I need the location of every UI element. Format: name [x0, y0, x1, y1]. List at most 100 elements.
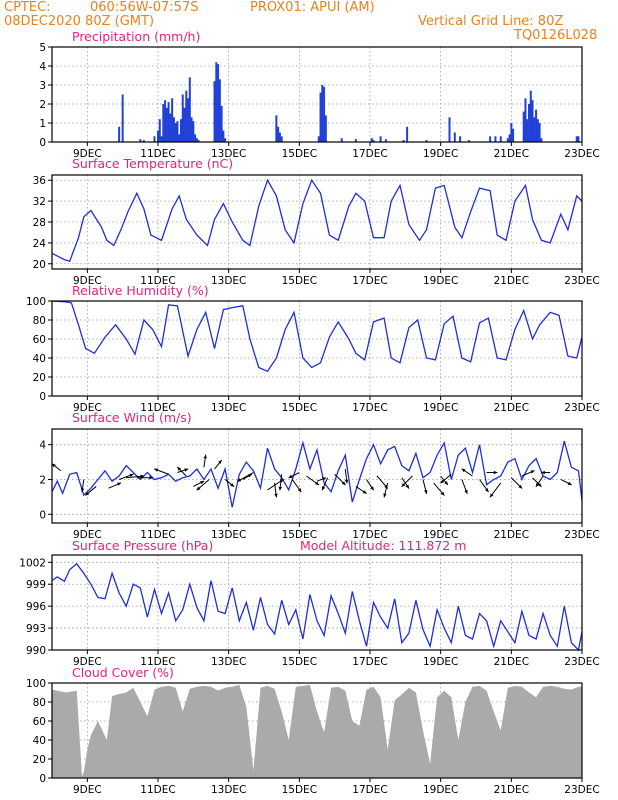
y-tick-label: 40 — [33, 735, 46, 747]
precip-bar — [174, 123, 177, 142]
x-tick-label: 19DEC — [423, 275, 458, 287]
wind-vector-head — [461, 468, 466, 473]
precip-bar — [340, 138, 343, 142]
wind-vector-head — [341, 481, 346, 486]
precip-bar — [179, 119, 182, 142]
panel-pressure: 990 993 996 999 1002 9DEC 11DEC 13DEC 15DEC 17DEC… — [19, 538, 599, 668]
precip-bar — [121, 94, 124, 142]
y-tick-label: 5 — [39, 42, 46, 54]
y-tick-label: 0 — [39, 391, 46, 403]
location-label: 060:56W-07:57S — [90, 0, 199, 15]
wind-vector-head — [440, 479, 445, 484]
x-tick-label: 11DEC — [140, 148, 175, 160]
wind-vector-head — [444, 481, 448, 485]
station-label: PROX01: APUI (AM) — [250, 0, 375, 15]
precip-bar — [213, 81, 216, 142]
wind-vector-head — [401, 483, 406, 487]
y-tick-label: 36 — [33, 175, 47, 187]
x-tick-label: 11DEC — [140, 784, 175, 796]
cloud-area — [52, 684, 582, 778]
wind-vector-head — [297, 488, 302, 493]
wind-vector-head — [405, 484, 409, 489]
precip-bar — [165, 107, 168, 142]
wind-vector-head — [85, 491, 90, 496]
panel-humidity: 0 20 40 60 80 100 9DEC 11DEC 13DEC 15DEC 17DEC 19DE… — [26, 283, 600, 414]
precip-bar — [528, 104, 530, 142]
x-tick-label: 13DEC — [211, 529, 246, 541]
precip-bar — [171, 98, 174, 142]
x-tick-label: 13DEC — [211, 148, 246, 160]
precip-bar — [321, 85, 324, 142]
wind-vector-head — [424, 490, 428, 494]
wind-vector-head — [322, 486, 326, 491]
y-tick-label: 3 — [39, 80, 46, 92]
x-tick-label: 9DEC — [73, 656, 102, 668]
wind-vector-head — [230, 483, 235, 487]
x-tick-label: 17DEC — [352, 402, 387, 414]
panel-frame — [51, 46, 583, 143]
precip-bar — [372, 140, 375, 142]
wind-vector-head — [362, 490, 367, 494]
humidity-title: Relative Humidity (%) — [72, 283, 209, 298]
precip-bar — [118, 126, 121, 142]
panel-frame — [51, 682, 583, 779]
wind-vector-head — [493, 470, 498, 475]
x-tick-label: 15DEC — [282, 529, 317, 541]
wind-vector-head — [117, 482, 122, 486]
precip-bar — [323, 86, 326, 142]
x-tick-label: 13DEC — [211, 656, 246, 668]
wind-vector-head — [489, 493, 494, 498]
precip-bar — [183, 107, 186, 142]
x-tick-label: 15DEC — [282, 402, 317, 414]
precip-bar — [218, 79, 221, 142]
wind-vector-head — [535, 482, 540, 487]
source-label: CPTEC: — [4, 0, 51, 15]
wind-vector-head — [196, 486, 201, 491]
x-tick-label: 9DEC — [73, 402, 102, 414]
wind-vector-head — [51, 463, 56, 468]
x-tick-label: 21DEC — [494, 275, 529, 287]
precip-bar — [153, 136, 156, 142]
precip-bar — [195, 138, 198, 142]
precip-bar — [222, 130, 225, 142]
wind-vector-head — [464, 489, 468, 494]
y-tick-label: 20 — [33, 754, 46, 766]
x-tick-label: 21DEC — [494, 529, 529, 541]
wind-vector-head — [200, 481, 205, 485]
wind-vector-head — [344, 479, 349, 484]
y-tick-label: 2 — [39, 474, 46, 486]
y-tick-label: 4 — [39, 61, 46, 73]
wind-vector-head — [530, 470, 535, 474]
humidity-line — [51, 300, 583, 373]
x-tick-label: 15DEC — [282, 784, 317, 796]
precip-bar — [425, 140, 428, 142]
precip-bar — [277, 126, 280, 142]
precip-bar — [280, 136, 283, 142]
precip-bar — [508, 134, 511, 142]
x-tick-label: 13DEC — [211, 402, 246, 414]
y-tick-label: 24 — [33, 238, 47, 250]
precip-bar — [522, 111, 525, 142]
precip-bar — [459, 136, 462, 142]
precip-bar — [510, 123, 513, 142]
wind-line — [51, 440, 583, 508]
x-tick-label: 11DEC — [140, 402, 175, 414]
precip-bar — [162, 104, 165, 142]
precip-bar — [176, 121, 179, 142]
precip-bar — [142, 140, 145, 142]
x-tick-label: 13DEC — [211, 275, 246, 287]
precip-bar — [406, 126, 409, 142]
precip-bar — [217, 64, 220, 142]
precip-bar — [157, 130, 159, 142]
y-tick-label: 2 — [39, 99, 46, 111]
x-tick-label: 9DEC — [73, 275, 102, 287]
precip-bar — [489, 136, 492, 142]
precip-bar — [172, 117, 175, 142]
x-tick-label: 15DEC — [282, 656, 317, 668]
model-altitude-label: Model Altitude: 111.872 m — [300, 538, 466, 553]
precip-bar — [188, 77, 191, 142]
y-tick-label: 100 — [26, 678, 46, 690]
x-tick-label: 17DEC — [352, 656, 387, 668]
x-tick-label: 23DEC — [564, 529, 599, 541]
wind-vector-head — [154, 468, 159, 472]
